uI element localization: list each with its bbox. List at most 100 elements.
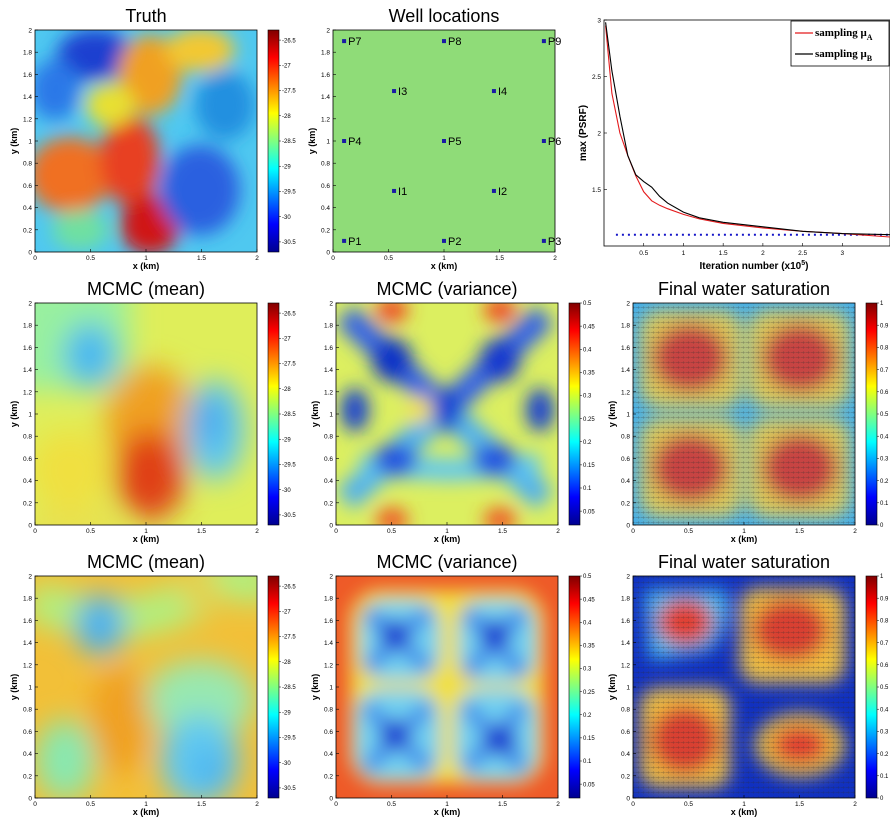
- axes-ticks: 0 0.5 1 1.5 2 0 0.2 0.4 0.6 0.8 1 1.2 1.4 1.6 1.8 2 x (k…: [607, 574, 857, 818]
- x-tick-label: 1.5: [719, 250, 728, 257]
- y-tick-label: 0.6: [324, 729, 333, 736]
- well-label: P7: [348, 36, 361, 48]
- colorbar-tick-label: -29.5: [282, 463, 296, 469]
- colorbar-tick-label: -27.5: [282, 362, 296, 368]
- x-axis-label: x (km): [434, 534, 461, 544]
- y-tick-label: 1.8: [23, 50, 32, 57]
- y-tick-label: 1.4: [321, 94, 330, 101]
- y-tick-label: 0.8: [324, 707, 333, 714]
- panel-mcmc-mean-1: MCMC (mean) 0 0.5 1 1.5 2 0 0.2 0.4 0.6 0.8 1 1.2 1.…: [9, 279, 296, 544]
- colorbar-tick-label: 0.45: [583, 597, 595, 603]
- colorbar-tick-label: 0.35: [583, 644, 595, 650]
- colorbar-tick-label: 0.9: [880, 596, 889, 602]
- y-tick-label: 0.2: [321, 227, 330, 234]
- colorbar: [267, 302, 280, 526]
- heatmap-saturation-1: [633, 303, 855, 525]
- x-tick-label: 2: [556, 801, 560, 808]
- y-tick-label: 0.2: [621, 773, 630, 780]
- y-tick-label: 1.6: [23, 618, 32, 625]
- axes-ticks: 0 0.5 1 1.5 2 0 0.2 0.4 0.6 0.8 1 1.2 1.4 1.6 1.8 2 x (k…: [9, 574, 259, 818]
- colorbar-tick-label: 0.05: [583, 509, 595, 515]
- colorbar-tick-label: 1: [880, 301, 884, 307]
- heatmap-variance-2: [336, 576, 558, 798]
- y-tick-label: 0.8: [324, 434, 333, 441]
- x-axis-label: x (km): [133, 807, 160, 817]
- y-tick-label: 0.6: [621, 729, 630, 736]
- colorbar-tick-label: -27: [282, 610, 291, 616]
- y-tick-label: 0.8: [621, 434, 630, 441]
- colorbar-tick-label: 0: [880, 796, 884, 802]
- y-tick-label: 1.8: [321, 50, 330, 57]
- colorbar-tick-label: -29.5: [282, 736, 296, 742]
- x-tick-label: 2.5: [798, 250, 807, 257]
- colorbar-tick-label: 0.3: [880, 457, 889, 463]
- colorbar-tick-label: -30: [282, 215, 291, 221]
- x-tick-label: 3: [841, 250, 845, 257]
- y-axis-label: y (km): [310, 401, 320, 428]
- colorbar-tick-label: 1: [880, 574, 884, 580]
- y-tick-label: 2: [28, 28, 32, 35]
- colorbar-tick-label: 0.1: [880, 774, 889, 780]
- y-tick-label: 1.6: [324, 345, 333, 352]
- x-tick-label: 0.5: [387, 528, 396, 535]
- x-tick-label: 0: [33, 528, 37, 535]
- colorbar-tick-label: 0.4: [583, 347, 592, 353]
- x-tick-label: 1.5: [197, 255, 206, 262]
- legend: sampling μA sampling μB: [790, 20, 890, 67]
- x-tick-label: 0.5: [387, 801, 396, 808]
- x-tick-label: 2: [255, 255, 259, 262]
- x-tick-label: 1: [144, 801, 148, 808]
- panel-title: MCMC (mean): [87, 279, 205, 299]
- well-label: P8: [448, 36, 461, 48]
- x-tick-label: 1: [144, 528, 148, 535]
- colorbar-tick-label: -30: [282, 488, 291, 494]
- colorbar-tick-label: 0.6: [880, 663, 889, 669]
- well-label: P9: [548, 36, 561, 48]
- x-tick-label: 1: [442, 255, 446, 262]
- colorbar-tick-label: 0.15: [583, 736, 595, 742]
- y-tick-label: 1: [28, 412, 32, 419]
- well-marker: [491, 188, 496, 193]
- y-tick-label: 0: [28, 523, 32, 530]
- y-tick-label: 1.2: [621, 389, 630, 396]
- x-tick-label: 1.5: [197, 528, 206, 535]
- panel-truth: Truth 0 0.5 1 1.5 2 0 0.2 0.4 0.6 0.8 1 1.2 1.4 1.6 1.…: [9, 6, 296, 271]
- y-tick-label: 1.8: [621, 323, 630, 330]
- panel-water-saturation-2: Final water saturation 0 0.5 1 1.5 200.20.40…: [607, 552, 889, 817]
- colorbar-tick-label: 0.3: [583, 667, 592, 673]
- well-label: I4: [498, 86, 507, 98]
- panel-title: MCMC (variance): [376, 552, 517, 572]
- x-tick-label: 1.5: [495, 255, 504, 262]
- colorbar: [568, 575, 581, 799]
- colorbar-tick-label: -27.5: [282, 635, 296, 641]
- colorbar-tick-label: -28: [282, 387, 291, 393]
- y-tick-label: 2: [329, 574, 333, 581]
- y-tick-label: 1.6: [321, 72, 330, 79]
- heatmap-mean-1: [35, 303, 257, 525]
- y-tick-label: 1.2: [324, 389, 333, 396]
- well-label: I1: [398, 186, 407, 198]
- y-tick-label: 0: [28, 796, 32, 803]
- panel-well-locations: Well locations 0 0.5 1 1.5 2 0 0.2 0.4 0.6 0.8 1 1.…: [307, 6, 561, 271]
- colorbar-tick-label: -28.5: [282, 685, 296, 691]
- colorbar-tick-label: 0.5: [583, 574, 592, 580]
- x-tick-label: 0: [33, 801, 37, 808]
- x-tick-label: 0: [334, 801, 338, 808]
- y-tick-label: 2: [326, 28, 330, 35]
- y-tick-label: 1: [28, 139, 32, 146]
- panel-water-saturation-1: Final water saturation 0 0.5 1 1.5 200.20.40…: [607, 279, 889, 544]
- y-tick-label: 0.6: [23, 183, 32, 190]
- panel-title: Well locations: [389, 6, 500, 26]
- y-tick-label: 0.8: [23, 434, 32, 441]
- colorbar-tick-label: 0.6: [880, 390, 889, 396]
- colorbar-tick-label: 0.8: [880, 619, 889, 625]
- panel-title: MCMC (mean): [87, 552, 205, 572]
- colorbar-tick-label: -28.5: [282, 139, 296, 145]
- colorbar-tick-label: 0.1: [583, 759, 592, 765]
- y-tick-label: 1.4: [621, 367, 630, 374]
- x-tick-label: 2: [556, 528, 560, 535]
- y-tick-label: 1.6: [324, 618, 333, 625]
- heatmap-saturation-2: [633, 576, 855, 798]
- well-label: P6: [548, 136, 561, 148]
- well-marker: [442, 39, 446, 44]
